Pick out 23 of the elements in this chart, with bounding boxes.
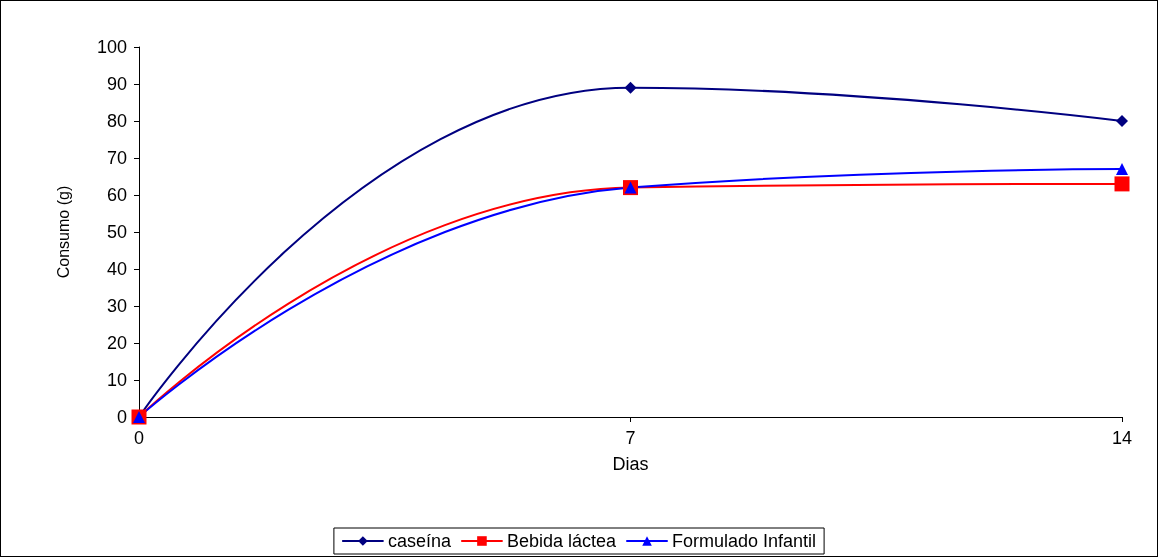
point — [1114, 176, 1130, 192]
y-tick-label: 20 — [106, 333, 127, 353]
y-tick-label: 50 — [106, 222, 127, 242]
point — [1116, 163, 1128, 176]
legend-label: caseína — [387, 531, 452, 551]
point — [1116, 115, 1128, 127]
y-tick-label: 0 — [116, 407, 127, 427]
y-tick-label: 60 — [106, 185, 127, 205]
y-tick-label: 10 — [106, 370, 127, 390]
y-tick-label: 100 — [96, 37, 127, 57]
x-tick-label: 14 — [1111, 428, 1133, 448]
legend-label: Bebida láctea — [506, 531, 618, 551]
y-tick-label: 40 — [106, 259, 127, 279]
y-tick-label: 90 — [106, 74, 127, 94]
x-tick-label: 7 — [625, 428, 636, 448]
x-axis-title: Dias — [612, 454, 649, 474]
y-tick-label: 80 — [106, 111, 127, 131]
y-tick-label: 30 — [106, 296, 127, 316]
y-axis-title: Consumo (g) — [54, 185, 72, 279]
x-tick-label: 0 — [133, 428, 145, 448]
legend-label: Formulado Infantil — [672, 531, 817, 551]
y-tick-label: 70 — [106, 148, 127, 168]
point — [624, 81, 637, 94]
